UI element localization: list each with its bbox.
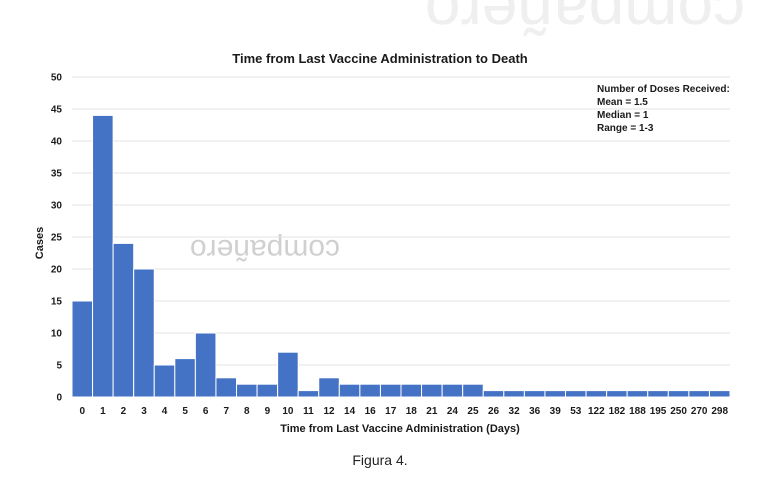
y-tick-label: 10 bbox=[51, 329, 63, 340]
x-tick-label: 6 bbox=[203, 406, 209, 417]
x-axis-ticks: 0 1 2 3 4 5 6 7 8 9 10 11 12 14 16 17 18 21 24 25 26 32 36 39 53… bbox=[80, 406, 729, 417]
bar bbox=[482, 390, 505, 398]
x-tick-label: 24 bbox=[447, 406, 459, 417]
x-tick-label: 270 bbox=[691, 406, 708, 417]
x-tick-label: 2 bbox=[121, 406, 127, 417]
x-tick-label: 17 bbox=[385, 406, 397, 417]
x-tick-label: 25 bbox=[467, 406, 479, 417]
y-tick-label: 25 bbox=[51, 233, 63, 244]
bar bbox=[174, 358, 196, 398]
bar bbox=[194, 332, 217, 398]
bar bbox=[688, 390, 710, 398]
bar bbox=[277, 351, 299, 398]
x-tick-label: 3 bbox=[141, 406, 147, 417]
x-tick-label: 182 bbox=[609, 406, 626, 417]
bar bbox=[92, 114, 114, 398]
bar bbox=[503, 390, 525, 398]
bar bbox=[112, 242, 135, 398]
bar bbox=[647, 390, 669, 398]
bar bbox=[421, 383, 443, 398]
bar bbox=[708, 390, 731, 398]
bar bbox=[153, 364, 176, 398]
y-tick-label: 45 bbox=[51, 105, 63, 116]
bar bbox=[318, 377, 340, 398]
watermark-center: compañero bbox=[190, 233, 340, 266]
stats-annotation: Number of Doses Received: Mean = 1.5 Med… bbox=[597, 84, 730, 134]
y-axis-ticks: 0 5 10 15 20 25 30 35 40 45 50 bbox=[51, 73, 63, 404]
y-tick-label: 40 bbox=[51, 137, 63, 148]
bar bbox=[462, 383, 484, 398]
annotation-line: Range = 1-3 bbox=[597, 123, 654, 134]
x-tick-label: 32 bbox=[509, 406, 521, 417]
y-tick-label: 15 bbox=[51, 297, 63, 308]
annotation-line: Number of Doses Received: bbox=[597, 84, 730, 95]
y-tick-label: 0 bbox=[56, 393, 62, 404]
x-tick-label: 21 bbox=[426, 406, 438, 417]
y-tick-label: 50 bbox=[51, 73, 63, 84]
x-tick-label: 39 bbox=[550, 406, 562, 417]
y-tick-label: 5 bbox=[56, 361, 62, 372]
x-tick-label: 14 bbox=[344, 406, 356, 417]
x-tick-label: 195 bbox=[650, 406, 667, 417]
x-tick-label: 4 bbox=[162, 406, 168, 417]
y-axis-label: Cases bbox=[34, 227, 46, 259]
x-tick-label: 10 bbox=[282, 406, 294, 417]
x-axis-label: Time from Last Vaccine Administration (D… bbox=[280, 423, 520, 435]
x-tick-label: 5 bbox=[182, 406, 188, 417]
x-tick-label: 9 bbox=[265, 406, 271, 417]
bar bbox=[133, 268, 155, 398]
x-tick-label: 16 bbox=[365, 406, 377, 417]
bar bbox=[256, 383, 279, 398]
x-tick-label: 53 bbox=[570, 406, 582, 417]
x-tick-label: 1 bbox=[100, 406, 106, 417]
bar bbox=[400, 383, 423, 398]
x-tick-label: 36 bbox=[529, 406, 541, 417]
x-tick-label: 11 bbox=[303, 406, 314, 417]
figure-caption: Figura 4. bbox=[352, 452, 408, 468]
annotation-line: Median = 1 bbox=[597, 110, 649, 121]
bar bbox=[565, 390, 587, 398]
x-tick-label: 26 bbox=[488, 406, 500, 417]
annotation-line: Mean = 1.5 bbox=[597, 97, 648, 108]
bar bbox=[606, 390, 628, 398]
y-tick-label: 30 bbox=[51, 201, 63, 212]
x-tick-label: 298 bbox=[711, 406, 728, 417]
x-tick-label: 122 bbox=[588, 406, 605, 417]
bar bbox=[523, 390, 546, 398]
bar bbox=[297, 390, 320, 398]
chart-title: Time from Last Vaccine Administration to… bbox=[232, 51, 528, 66]
x-tick-label: 0 bbox=[80, 406, 86, 417]
bar bbox=[626, 390, 649, 398]
x-tick-label: 7 bbox=[223, 406, 229, 417]
bar bbox=[338, 383, 361, 398]
bar bbox=[236, 383, 258, 398]
bar bbox=[667, 390, 690, 398]
bar bbox=[215, 377, 237, 398]
x-tick-label: 18 bbox=[406, 406, 418, 417]
watermark-top: compañero bbox=[425, 0, 745, 48]
bar bbox=[71, 300, 94, 398]
bar bbox=[379, 383, 402, 398]
y-tick-label: 20 bbox=[51, 265, 63, 276]
bars bbox=[71, 114, 731, 398]
x-tick-label: 250 bbox=[670, 406, 687, 417]
bar bbox=[441, 383, 464, 398]
x-tick-label: 12 bbox=[323, 406, 335, 417]
bar bbox=[544, 390, 566, 398]
bar bbox=[585, 390, 608, 398]
x-tick-label: 8 bbox=[244, 406, 250, 417]
bar bbox=[359, 383, 381, 398]
x-tick-label: 188 bbox=[629, 406, 646, 417]
y-tick-label: 35 bbox=[51, 169, 63, 180]
